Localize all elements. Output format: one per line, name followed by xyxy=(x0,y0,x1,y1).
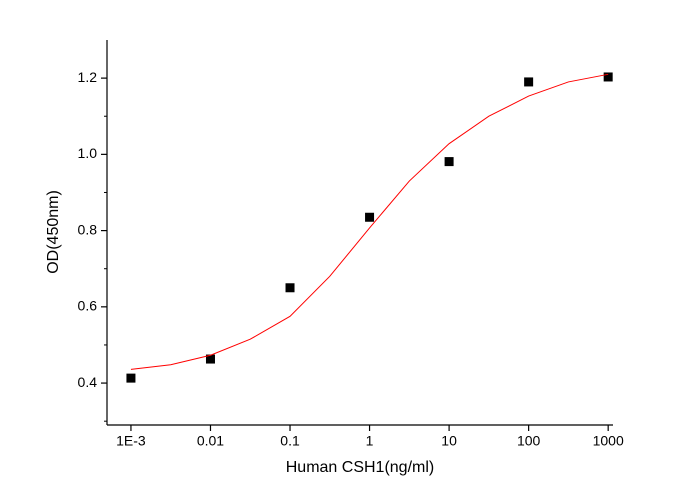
x-tick-label: 1E-3 xyxy=(116,433,146,449)
y-tick-label: 0.8 xyxy=(78,221,98,237)
data-point xyxy=(126,373,136,383)
x-tick-label: 100 xyxy=(517,433,541,449)
x-tick-label: 10 xyxy=(441,433,457,449)
y-tick-label: 1.2 xyxy=(78,69,98,85)
data-point xyxy=(444,157,454,167)
x-tick-label: 0.1 xyxy=(280,433,300,449)
y-axis-title: OD(450nm) xyxy=(45,190,62,274)
data-point xyxy=(524,77,534,87)
x-tick-label: 0.01 xyxy=(197,433,224,449)
y-tick-label: 0.6 xyxy=(78,298,98,314)
x-tick-label: 1 xyxy=(366,433,374,449)
y-tick-label: 1.0 xyxy=(78,145,98,161)
data-point xyxy=(365,212,375,222)
x-tick-label: 1000 xyxy=(593,433,624,449)
fit-curve xyxy=(130,73,609,370)
x-axis-title: Human CSH1(ng/ml) xyxy=(286,459,434,476)
data-point xyxy=(285,283,295,293)
data-point xyxy=(603,72,613,82)
y-tick-label: 0.4 xyxy=(78,374,98,390)
data-point xyxy=(205,354,215,364)
